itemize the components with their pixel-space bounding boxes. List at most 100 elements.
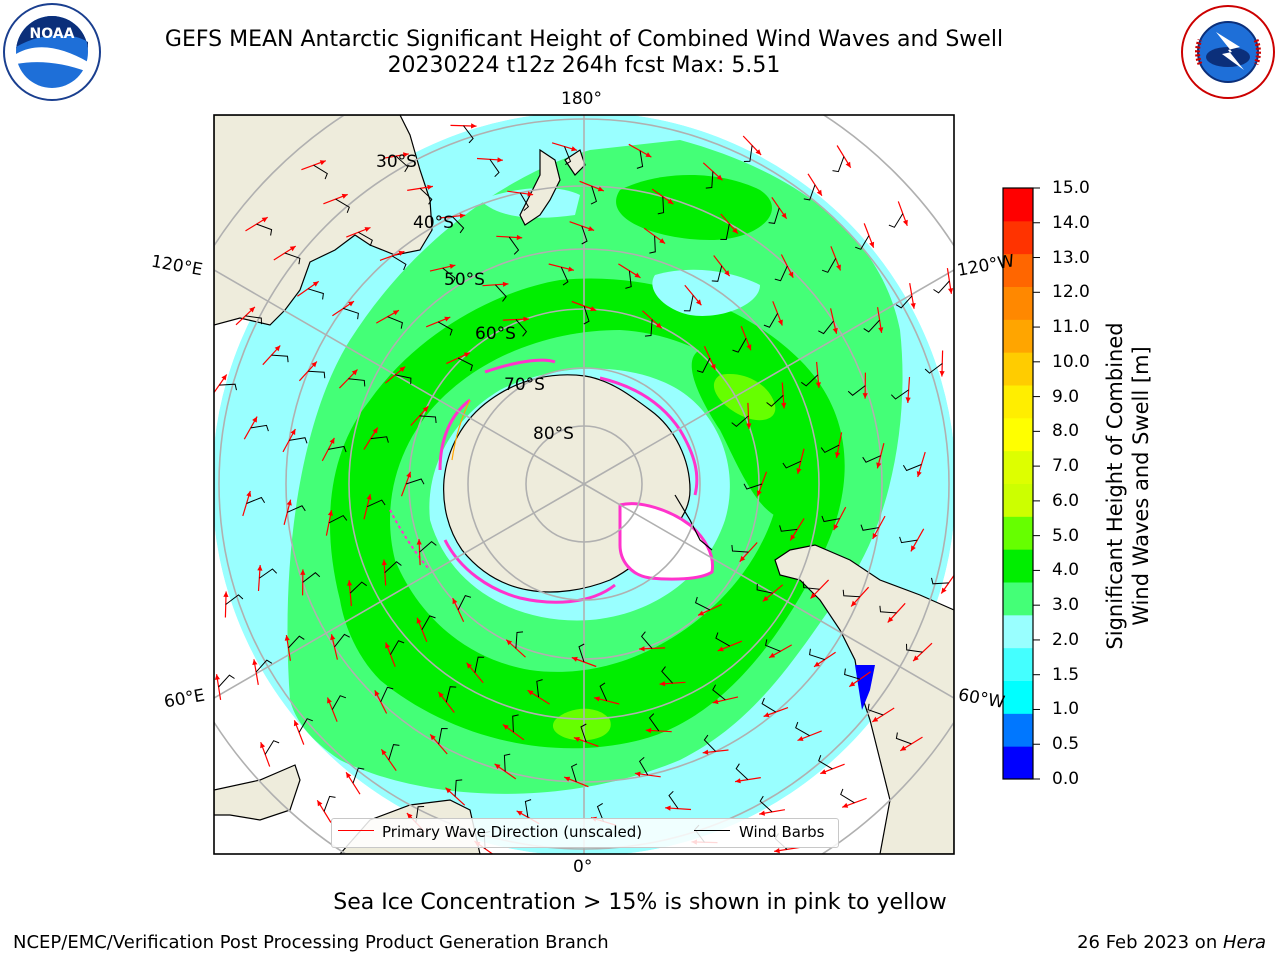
wind-barb <box>696 357 711 373</box>
colorbar-swatch <box>1003 614 1033 649</box>
colorbar <box>1003 187 1040 780</box>
wind-barb <box>437 321 453 336</box>
wind-barb <box>818 320 834 335</box>
wave-arrow-head <box>735 778 741 784</box>
wave-arrow-head <box>842 802 849 808</box>
wave-arrow-head <box>796 468 802 474</box>
wave-arrow-head <box>327 510 333 516</box>
wind-barb <box>421 615 436 631</box>
colorbar-label: Significant Height of Combined Wind Wave… <box>1102 322 1154 649</box>
wind-barb <box>489 159 500 178</box>
wave-arrow-head <box>452 598 458 605</box>
wave-arrow-head <box>300 569 306 575</box>
wind-barb <box>380 686 394 703</box>
wave-arrow-head <box>427 184 433 190</box>
wave-arrow-head <box>246 491 252 497</box>
map-frame <box>213 114 955 855</box>
wave-arrow-head <box>406 813 413 819</box>
colorbar-tick-label: 6.0 <box>1052 490 1080 511</box>
wind-barb <box>596 802 604 822</box>
wind-barb <box>560 266 569 286</box>
wind-barb <box>288 635 305 649</box>
wave-arrow-head <box>696 299 702 306</box>
wind-barb <box>580 723 587 743</box>
colorbar-tick-label: 0.5 <box>1052 734 1080 755</box>
wave-arrow-head <box>223 591 229 597</box>
footer-host: Hera <box>1222 932 1266 953</box>
wind-barb <box>259 568 278 579</box>
wave-arrow-head <box>698 610 705 616</box>
wind-barb <box>705 171 714 189</box>
wind-barb <box>570 763 578 783</box>
colorbar-swatch <box>1003 516 1033 550</box>
wind-barb <box>765 639 781 652</box>
legend-wave-label: Primary Wave Direction (unscaled) <box>382 823 643 841</box>
wind-barb <box>761 697 777 713</box>
wind-barb <box>419 415 437 424</box>
wind-barb <box>821 515 840 523</box>
colorbar-tick-label: 11.0 <box>1052 317 1090 338</box>
wave-arrow-head <box>597 186 604 192</box>
wave-arrow-head <box>347 580 353 586</box>
wave-arrow-head <box>502 724 509 730</box>
wave-arrow-head <box>261 217 268 223</box>
wind-barb <box>395 374 412 385</box>
wave-arrow-head <box>399 366 406 372</box>
colorbar-swatch <box>1003 680 1033 714</box>
wind-barb <box>395 155 409 173</box>
wind-barb <box>763 313 779 328</box>
wind-barb <box>590 185 598 205</box>
wave-arrow-head <box>941 587 947 594</box>
wave-arrow-head <box>878 327 884 333</box>
wave-arrow-head <box>835 452 841 458</box>
wave-arrow-head <box>634 771 641 777</box>
wind-barb <box>855 235 870 250</box>
wind-barb <box>668 790 679 809</box>
wave-arrow-head <box>790 534 796 541</box>
wave-arrow-head <box>502 281 509 287</box>
wave-arrow-head <box>257 565 263 571</box>
wind-barb <box>895 732 912 745</box>
wave-arrow-head <box>516 810 523 816</box>
wind-barb <box>463 125 474 144</box>
wave-arrow-head <box>516 234 523 241</box>
parallel-label-40s: 40°S <box>413 213 454 233</box>
wind-barb <box>512 714 519 733</box>
wave-arrow-head <box>712 699 719 705</box>
wind-barb <box>933 280 950 294</box>
wind-barb <box>820 444 840 454</box>
colorbar-tick-label: 1.0 <box>1052 699 1080 720</box>
wind-barb <box>661 666 673 684</box>
wind-barb <box>271 354 289 363</box>
colorbar-swatch <box>1003 713 1033 747</box>
wave-arrow-head <box>815 382 821 388</box>
wave-arrow-head <box>845 161 851 168</box>
colorbar-label-line1: Significant Height of Combined <box>1103 322 1127 650</box>
wave-arrow-head <box>724 270 730 277</box>
wave-arrow-head <box>862 393 868 399</box>
wind-barb <box>657 196 665 215</box>
meridian-label-180: 180° <box>561 89 602 109</box>
colorbar-swatch <box>1003 483 1033 517</box>
wind-barb <box>766 395 784 407</box>
wind-barb <box>384 561 402 573</box>
wind-barb <box>343 307 359 320</box>
colorbar-tick-label: 9.0 <box>1052 386 1080 407</box>
wave-arrow-head <box>594 696 600 702</box>
wave-arrow-head <box>788 271 794 278</box>
colorbar-tick-label: 7.0 <box>1052 456 1080 477</box>
wave-arrow-head <box>905 397 911 403</box>
africa-land <box>214 764 301 821</box>
wind-barb <box>519 192 530 211</box>
wind-barb <box>246 496 266 504</box>
colorbar-swatch <box>1003 417 1033 452</box>
wave-arrow-head <box>810 592 817 599</box>
wave-arrow-head <box>887 616 894 623</box>
wave-arrow-head <box>438 691 444 698</box>
new-zealand-land <box>519 148 561 226</box>
noaa-logo: NOAA <box>3 3 101 101</box>
wind-barb <box>863 319 880 333</box>
wave-arrow-head <box>573 737 580 742</box>
wind-barb <box>759 795 773 813</box>
colorbar-swatch <box>1003 253 1033 287</box>
